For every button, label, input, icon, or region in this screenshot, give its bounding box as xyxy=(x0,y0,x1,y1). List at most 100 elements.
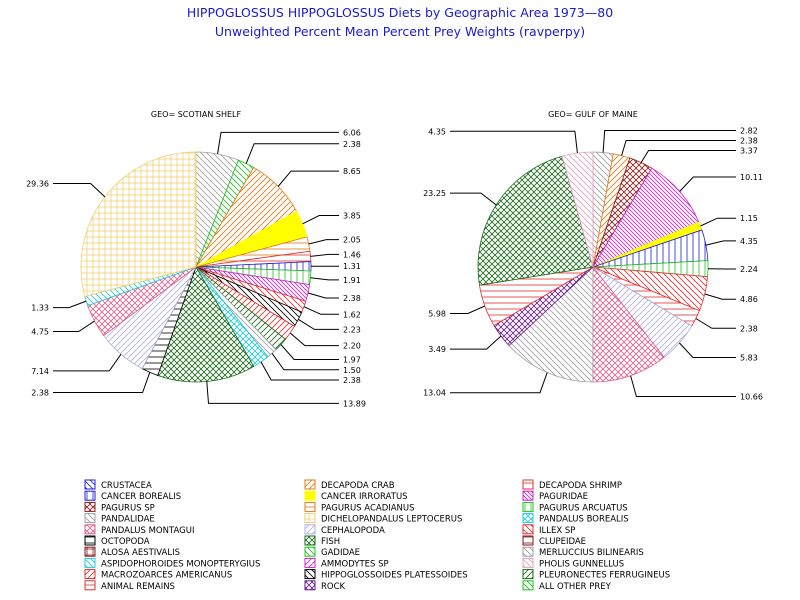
legend-label: CLUPEIDAE xyxy=(539,537,586,547)
legend-swatch xyxy=(304,546,316,557)
data-label: 2.38 xyxy=(343,376,361,385)
leader-line xyxy=(53,320,95,332)
legend-label: PAGURUS SP xyxy=(101,503,155,513)
legend-item-gadidae: GADIDAE xyxy=(304,546,360,558)
leader-line xyxy=(245,143,339,164)
legend-item-cancer-borealis: CANCER BOREALIS xyxy=(84,490,181,502)
leader-line xyxy=(289,332,339,347)
data-label: 2.38 xyxy=(740,324,758,333)
legend-label: PANDALIDAE xyxy=(101,515,155,525)
leader-line xyxy=(450,372,548,394)
pie-slice-pandalus-montagui xyxy=(592,265,665,383)
data-label: 1.15 xyxy=(740,214,758,223)
leader-line xyxy=(704,293,736,300)
data-label: 5.83 xyxy=(740,354,758,363)
data-label: 1.62 xyxy=(343,310,361,319)
leader-line xyxy=(53,372,151,393)
legend-item-pandalidae: PANDALIDAE xyxy=(84,513,155,525)
data-label: 2.82 xyxy=(740,127,758,136)
data-label: 4.35 xyxy=(740,237,758,246)
pie-title: GEO= SCOTIAN SHELF xyxy=(151,110,242,119)
legend-label: CANCER IRRORATUS xyxy=(321,492,408,502)
legend-swatch xyxy=(522,479,534,490)
data-label: 6.06 xyxy=(343,128,361,137)
legend-swatch xyxy=(522,524,534,535)
legend: CRUSTACEA DECAPODA CRAB DECAPODA SHRIMP CAN… xyxy=(84,479,670,592)
pie-slice-fish xyxy=(157,266,255,383)
pie-geo-scotian-shelf: GEO= SCOTIAN SHELF 6.06 2.38 8.65 3.85 2.05 1.… xyxy=(26,110,366,408)
legend-label: FISH xyxy=(321,537,340,547)
legend-swatch xyxy=(304,580,316,591)
legend-item-animal-remains: ANIMAL REMAINS xyxy=(84,580,175,592)
data-label: 1.46 xyxy=(343,250,361,259)
leader-line xyxy=(206,381,339,404)
legend-swatch xyxy=(522,569,534,580)
leader-line xyxy=(700,217,736,227)
legend-swatch xyxy=(522,580,534,591)
legend-label: ASPIDOPHOROIDES MONOPTERYGIUS xyxy=(101,559,260,569)
pie-slice-paguridae xyxy=(592,167,700,268)
leader-line xyxy=(450,130,578,154)
chart-subtitle: Unweighted Percent Mean Percent Prey Wei… xyxy=(215,24,585,39)
data-label: 2.20 xyxy=(343,342,361,351)
leader-line xyxy=(450,305,486,314)
leader-line xyxy=(640,150,736,163)
legend-swatch xyxy=(522,490,534,501)
legend-swatch xyxy=(84,479,96,490)
leader-line xyxy=(280,344,339,360)
legend-label: PAGURIDAE xyxy=(539,492,588,502)
data-label: 10.66 xyxy=(740,393,763,402)
legend-swatch xyxy=(84,546,96,557)
pie-charts: GEO= SCOTIAN SHELF 6.06 2.38 8.65 3.85 2.05 1.… xyxy=(26,110,763,408)
legend-swatch xyxy=(522,501,534,512)
legend-label: ALL OTHER PREY xyxy=(539,582,612,592)
legend-item-illex-sp: ILLEX SP xyxy=(522,524,575,536)
leader-line xyxy=(450,335,502,350)
legend-label: CRUSTACEA xyxy=(101,481,152,491)
legend-label: ANIMAL REMAINS xyxy=(101,582,175,592)
legend-label: ROCK xyxy=(321,582,346,592)
data-label: 2.38 xyxy=(31,389,49,398)
legend-label: CEPHALOPODA xyxy=(321,526,385,536)
legend-item-decapoda-shrimp: DECAPODA SHRIMP xyxy=(522,479,622,491)
pie-geo-gulf-of-maine: GEO= GULF OF MAINE2.822.383.3710.111.154… xyxy=(423,110,763,402)
data-label: 23.25 xyxy=(423,189,446,198)
leader-line xyxy=(621,140,736,156)
legend-item-pagurus-acadianus: PAGURUS ACADIANUS xyxy=(304,501,415,513)
legend-label: PANDALUS MONTAGUI xyxy=(101,526,195,536)
legend-label: ILLEX SP xyxy=(539,526,575,536)
legend-swatch xyxy=(84,513,96,524)
data-label: 3.85 xyxy=(343,212,361,221)
legend-swatch xyxy=(522,546,534,557)
data-label: 2.23 xyxy=(343,325,361,334)
legend-label: HIPPOGLOSSOIDES PLATESSOIDES xyxy=(321,571,468,581)
legend-item-merluccius-bilinearis: MERLUCCIUS BILINEARIS xyxy=(522,546,644,558)
leader-line xyxy=(679,342,736,358)
legend-item-dichelopandalus-leptocerus: DICHELOPANDALUS LEPTOCERUS xyxy=(304,513,462,525)
legend-item-pandalus-montagui: PANDALUS MONTAGUI xyxy=(84,524,195,536)
data-label: 2.38 xyxy=(343,140,361,149)
legend-swatch xyxy=(522,535,534,546)
leader-line xyxy=(705,240,736,246)
legend-swatch xyxy=(84,535,96,546)
legend-swatch xyxy=(304,479,316,490)
legend-label: PHOLIS GUNNELLUS xyxy=(539,559,624,569)
data-label: 1.31 xyxy=(343,262,361,271)
leader-line xyxy=(217,131,339,155)
legend-label: PAGURUS ARCUATUS xyxy=(539,503,628,513)
data-label: 1.50 xyxy=(343,366,361,375)
data-label: 1.91 xyxy=(343,276,361,285)
legend-item-aspidophoroides-monopterygius: ASPIDOPHOROIDES MONOPTERYGIUS xyxy=(84,557,260,569)
data-label: 5.98 xyxy=(428,310,446,319)
leader-line xyxy=(53,183,106,198)
legend-item-pandalus-borealis: PANDALUS BOREALIS xyxy=(522,513,629,525)
legend-swatch xyxy=(304,535,316,546)
leader-line xyxy=(308,239,339,245)
legend-label: GADIDAE xyxy=(321,548,360,558)
legend-item-octopoda: OCTOPODA xyxy=(84,535,150,547)
data-label: 7.14 xyxy=(31,367,49,376)
leader-line xyxy=(277,170,339,187)
legend-item-pholis-gunnellus: PHOLIS GUNNELLUS xyxy=(522,557,624,569)
pie-title: GEO= GULF OF MAINE xyxy=(548,110,638,119)
data-label: 4.35 xyxy=(428,127,446,136)
